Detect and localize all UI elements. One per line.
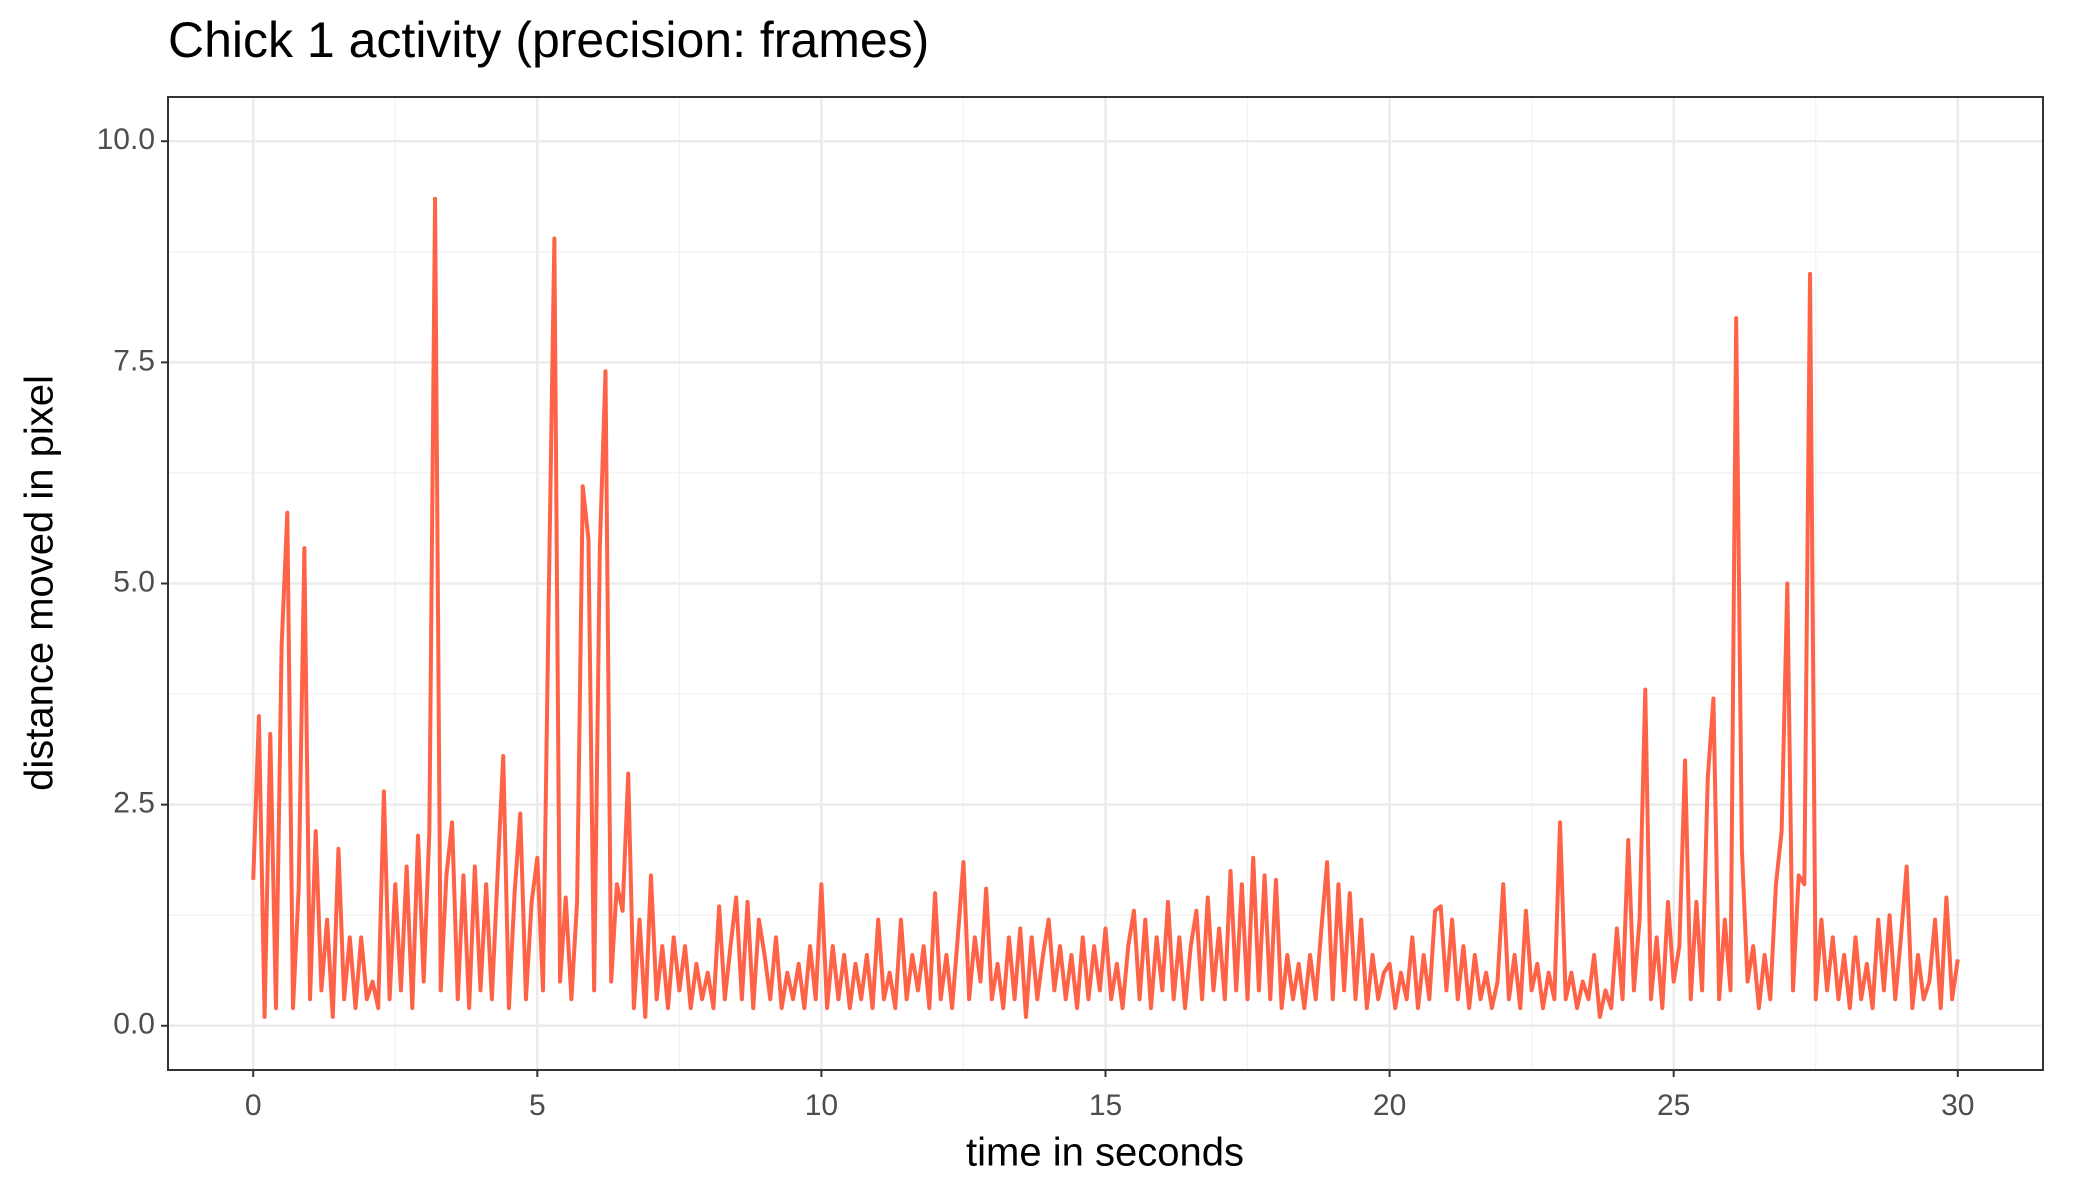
y-tick-label: 7.5: [113, 344, 155, 377]
x-tick-label: 5: [529, 1089, 546, 1122]
chart-title: Chick 1 activity (precision: frames): [168, 12, 929, 68]
x-tick-label: 15: [1089, 1089, 1122, 1122]
x-tick-label: 10: [805, 1089, 838, 1122]
y-tick-label: 5.0: [113, 565, 155, 598]
y-tick-label: 0.0: [113, 1008, 155, 1041]
data-line: [251, 196, 1960, 1019]
x-tick-label: 20: [1373, 1089, 1406, 1122]
x-tick-label: 30: [1941, 1089, 1974, 1122]
y-tick-label: 10.0: [97, 123, 155, 156]
x-tick-label: 25: [1657, 1089, 1690, 1122]
y-tick-label: 2.5: [113, 787, 155, 820]
x-tick-label: 0: [245, 1089, 262, 1122]
panel-border: [167, 96, 2044, 1071]
y-axis-title: distance moved in pixel: [18, 375, 62, 791]
x-axis-title: time in seconds: [966, 1131, 1244, 1175]
